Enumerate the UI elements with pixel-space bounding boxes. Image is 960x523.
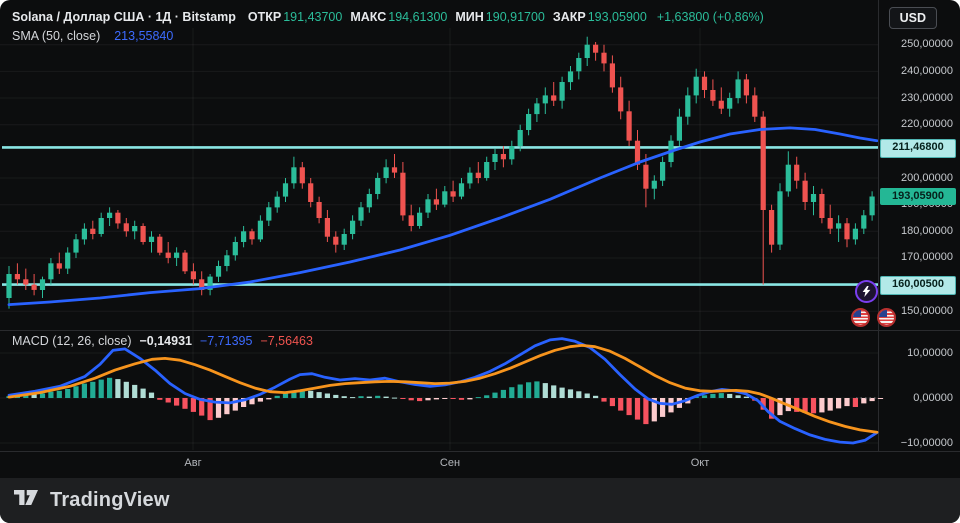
tradingview-logo-icon[interactable] (14, 490, 41, 511)
macd-indicator-label[interactable]: MACD (12, 26, close) (12, 334, 132, 348)
time-tick: Окт (690, 457, 710, 469)
close-value: ЗАКР 193,05900 (552, 10, 647, 24)
macd-legend: MACD (12, 26, close) −0,14931 −7,71395 −… (12, 333, 313, 349)
price-tick: 180,00000 (901, 224, 953, 237)
price-tick: 230,00000 (901, 91, 953, 104)
macd-tick: 0,00000 (913, 391, 953, 404)
macd-tick: 10,00000 (907, 346, 953, 359)
price-tick: 170,00000 (901, 251, 953, 264)
macd-signal-value: −7,56463 (260, 334, 313, 348)
macd-hist-value: −0,14931 (139, 334, 192, 348)
price-tick: 220,00000 (901, 118, 953, 131)
footer-bar: TradingView (0, 478, 960, 523)
level-price-label: 211,46800 (880, 138, 956, 158)
time-axis[interactable]: Авг Сен Окт (0, 452, 878, 478)
lightning-event-icon[interactable] (855, 280, 878, 303)
high-value: МАКС 194,61300 (350, 10, 448, 24)
time-tick: Авг (184, 457, 202, 469)
price-tick: 200,00000 (901, 171, 953, 184)
sma-indicator-value: 213,55840 (114, 29, 174, 43)
sma-indicator-label[interactable]: SMA (50, close) (12, 29, 101, 43)
tradingview-brand[interactable]: TradingView (50, 489, 170, 511)
chart-canvas[interactable] (0, 0, 960, 452)
symbol-title[interactable]: Solana / Доллар США · 1Д · Bitstamp (12, 10, 236, 24)
low-value: МИН 190,91700 (455, 10, 545, 24)
us-flag-event-icon[interactable] (851, 308, 870, 327)
price-tick: 250,00000 (901, 38, 953, 51)
price-tick: 150,00000 (901, 304, 953, 317)
level-price-label: 160,00500 (880, 276, 956, 296)
time-tick: Сен (439, 457, 461, 469)
us-flag-event-icon[interactable] (877, 308, 896, 327)
macd-tick: −10,00000 (900, 436, 953, 449)
price-axis[interactable]: 250,00000 240,00000 230,00000 220,00000 200,… (878, 0, 960, 452)
change-value: +1,63800 (+0,86%) (656, 10, 764, 24)
lightning-bolt-glyph (862, 286, 871, 297)
currency-button[interactable]: USD (888, 7, 937, 29)
symbol-legend: Solana / Доллар США · 1Д · Bitstamp ОТКР… (12, 9, 764, 44)
macd-line-value: −7,71395 (199, 334, 253, 348)
price-tick: 240,00000 (901, 64, 953, 77)
last-price-label: 193,05900 (880, 188, 956, 205)
open-value: ОТКР 191,43700 (247, 10, 343, 24)
